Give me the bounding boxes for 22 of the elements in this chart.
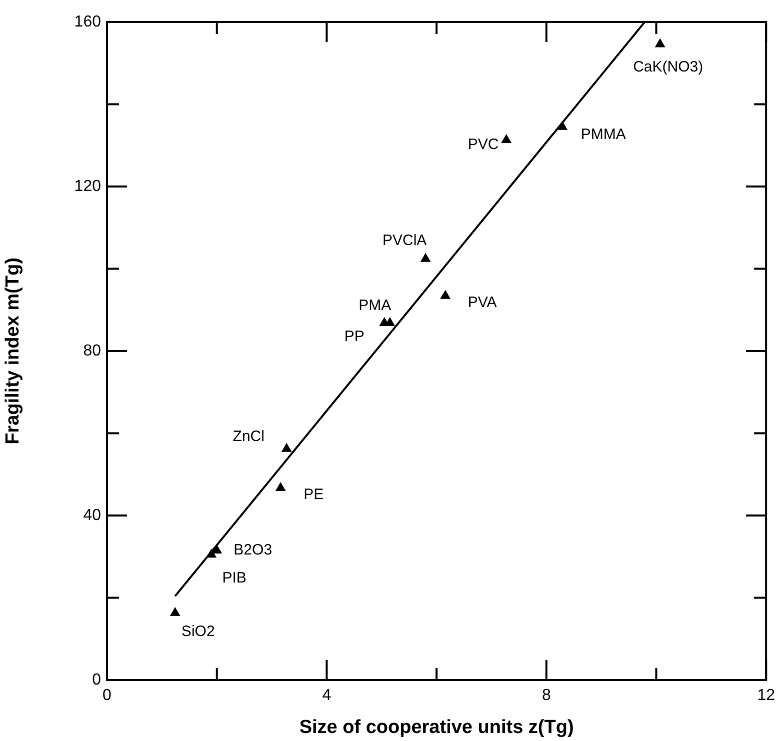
x-tick-label: 4 [322, 687, 332, 704]
y-tick-label: 0 [92, 671, 102, 688]
y-tick-label: 120 [74, 178, 102, 195]
annotation: PP [344, 328, 364, 346]
x-tick-label: 8 [542, 687, 551, 704]
x-tick-label: 12 [757, 687, 776, 704]
y-tick-label: 40 [83, 506, 102, 524]
annotation: SiO2 [181, 623, 215, 640]
annotation: B2O3 [234, 542, 272, 559]
annotation: PVA [468, 294, 497, 312]
y-tick-label: 80 [83, 342, 102, 360]
annotation: PMMA [580, 126, 626, 144]
annotation: PIB [222, 570, 246, 587]
x-axis-title: Size of cooperative units z(Tg) [299, 716, 574, 738]
annotation: CaK(NO3) [633, 58, 704, 76]
annotation: PVC [468, 136, 499, 154]
annotation: PE [304, 486, 324, 504]
y-axis-title: Fragility index m(Tg) [2, 258, 24, 444]
annotation: ZnCl [232, 428, 264, 446]
annotation: PMA [358, 297, 392, 314]
annotation: PVClA [382, 232, 427, 250]
y-tick-label: 160 [74, 13, 102, 30]
